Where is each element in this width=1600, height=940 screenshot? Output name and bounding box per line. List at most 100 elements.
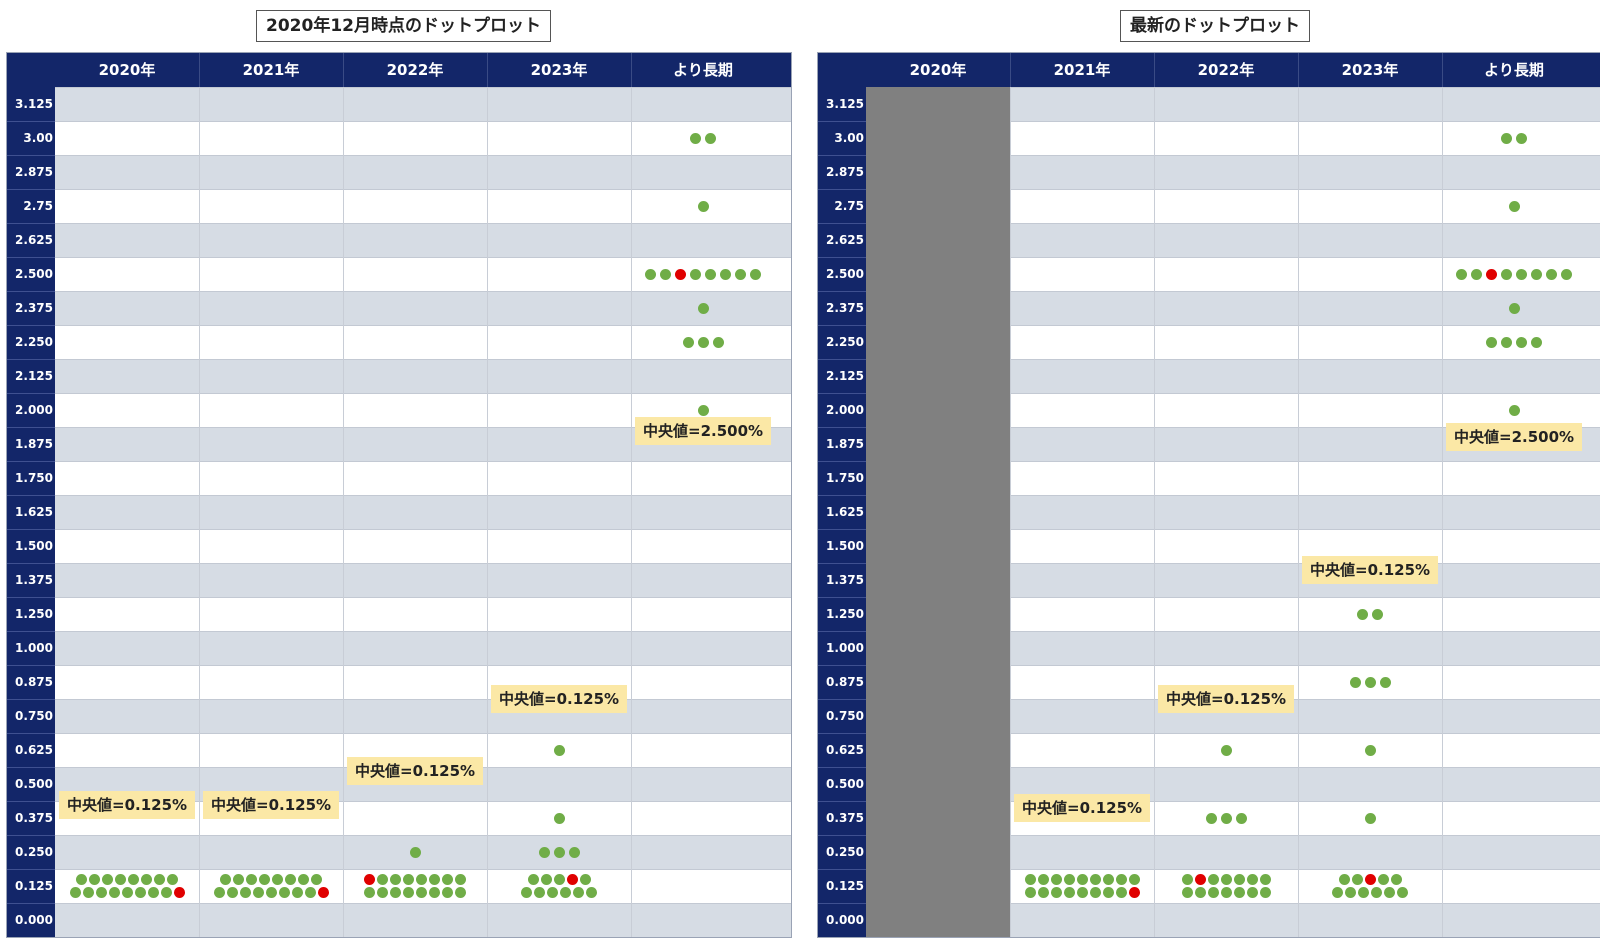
y-tick-label: 2.625 bbox=[826, 233, 864, 247]
dot bbox=[1076, 886, 1088, 898]
dot bbox=[1194, 873, 1206, 885]
dot bbox=[1089, 873, 1101, 885]
dot bbox=[1486, 268, 1497, 280]
gridline bbox=[55, 495, 791, 496]
dot bbox=[364, 886, 375, 898]
dot bbox=[1063, 886, 1075, 898]
dot bbox=[233, 873, 244, 885]
row-label-separator bbox=[818, 699, 866, 700]
row-band bbox=[55, 903, 791, 937]
header-separator bbox=[1298, 53, 1299, 87]
dot bbox=[416, 886, 427, 898]
row-label-separator bbox=[818, 121, 866, 122]
row-label-separator bbox=[7, 189, 55, 190]
y-tick-label: 0.625 bbox=[15, 743, 53, 757]
dot bbox=[1102, 886, 1114, 898]
y-tick-label: 1.000 bbox=[15, 641, 53, 655]
median-label: 中央値=0.125% bbox=[1302, 555, 1439, 584]
gridline bbox=[55, 903, 791, 904]
gridline bbox=[866, 189, 1600, 190]
gridline bbox=[866, 835, 1600, 836]
dot bbox=[1349, 676, 1361, 688]
median-label: 中央値=0.125% bbox=[1014, 793, 1151, 822]
row-label-separator bbox=[7, 835, 55, 836]
dot bbox=[409, 846, 421, 858]
dot bbox=[697, 336, 709, 348]
gridline bbox=[866, 257, 1600, 258]
y-tick-label: 2.875 bbox=[15, 165, 53, 179]
row-label-separator bbox=[818, 631, 866, 632]
column-header: 2021年 bbox=[242, 61, 300, 79]
dot bbox=[147, 886, 159, 898]
dot bbox=[1024, 873, 1036, 885]
y-tick-label: 0.625 bbox=[826, 743, 864, 757]
dot bbox=[442, 873, 453, 885]
dot bbox=[1259, 886, 1271, 898]
dot bbox=[1516, 268, 1527, 280]
dot bbox=[660, 268, 671, 280]
gridline bbox=[866, 733, 1600, 734]
dot bbox=[239, 886, 251, 898]
dot bbox=[226, 886, 238, 898]
dot bbox=[455, 886, 466, 898]
column-header-bar bbox=[7, 53, 791, 87]
row-label-column bbox=[7, 87, 55, 937]
dot bbox=[1471, 268, 1482, 280]
gridline bbox=[55, 359, 791, 360]
column-header: 2022年 bbox=[386, 61, 444, 79]
y-tick-label: 1.250 bbox=[826, 607, 864, 621]
y-tick-label: 0.375 bbox=[15, 811, 53, 825]
row-label-separator bbox=[7, 121, 55, 122]
row-label-separator bbox=[7, 529, 55, 530]
dot bbox=[89, 873, 100, 885]
gridline bbox=[55, 155, 791, 156]
row-label-separator bbox=[818, 427, 866, 428]
row-label-separator bbox=[818, 359, 866, 360]
dot bbox=[1115, 873, 1127, 885]
y-tick-label: 0.250 bbox=[826, 845, 864, 859]
dot bbox=[1181, 873, 1193, 885]
dot bbox=[1501, 268, 1512, 280]
gridline-vertical bbox=[1298, 87, 1299, 937]
gridline-vertical bbox=[631, 87, 632, 937]
row-label-separator bbox=[7, 733, 55, 734]
dot bbox=[154, 873, 165, 885]
header-separator bbox=[631, 53, 632, 87]
dot bbox=[1207, 873, 1219, 885]
row-label-separator bbox=[7, 223, 55, 224]
row-label-separator bbox=[7, 291, 55, 292]
dot bbox=[1531, 268, 1542, 280]
dot bbox=[317, 886, 329, 898]
dot bbox=[1508, 302, 1520, 314]
row-label-separator bbox=[818, 835, 866, 836]
dot bbox=[553, 744, 565, 756]
row-label-separator bbox=[7, 461, 55, 462]
row-label-separator bbox=[7, 495, 55, 496]
gridline bbox=[866, 665, 1600, 666]
dot bbox=[82, 886, 94, 898]
gridline bbox=[866, 393, 1600, 394]
dot bbox=[1233, 886, 1245, 898]
dot bbox=[167, 873, 178, 885]
dot bbox=[1364, 676, 1376, 688]
row-label-separator bbox=[818, 869, 866, 870]
gridline bbox=[866, 325, 1600, 326]
y-tick-label: 2.125 bbox=[15, 369, 53, 383]
dot bbox=[403, 886, 414, 898]
dot bbox=[442, 886, 453, 898]
row-label-separator bbox=[7, 563, 55, 564]
dot bbox=[1128, 873, 1140, 885]
dot bbox=[697, 200, 709, 212]
dot bbox=[259, 873, 270, 885]
dot bbox=[1364, 812, 1376, 824]
gridline bbox=[866, 223, 1600, 224]
dot bbox=[160, 886, 172, 898]
gridline bbox=[55, 665, 791, 666]
dot bbox=[134, 886, 146, 898]
gridline-vertical bbox=[1442, 87, 1443, 937]
y-tick-label: 1.875 bbox=[15, 437, 53, 451]
gridline bbox=[866, 359, 1600, 360]
y-tick-label: 2.75 bbox=[23, 199, 53, 213]
y-tick-label: 2.75 bbox=[834, 199, 864, 213]
gridline bbox=[55, 529, 791, 530]
